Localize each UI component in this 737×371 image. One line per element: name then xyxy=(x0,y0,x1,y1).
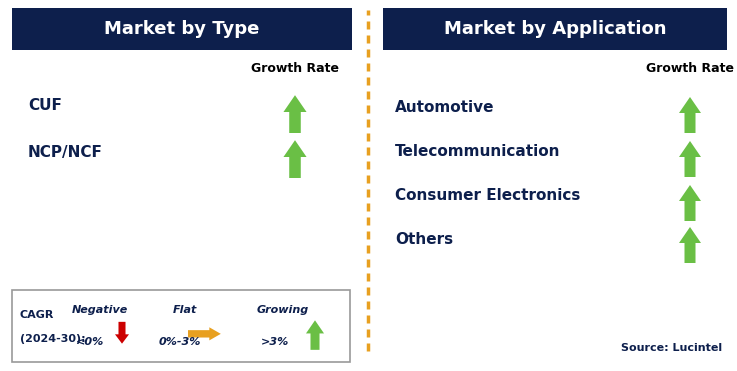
Text: <0%: <0% xyxy=(76,337,104,347)
Text: Market by Application: Market by Application xyxy=(444,20,666,38)
Polygon shape xyxy=(188,327,221,341)
Text: Growing: Growing xyxy=(257,305,309,315)
Polygon shape xyxy=(679,97,701,133)
Text: NCP/NCF: NCP/NCF xyxy=(28,144,103,160)
FancyBboxPatch shape xyxy=(383,8,727,50)
Text: Flat: Flat xyxy=(172,305,198,315)
Text: CAGR: CAGR xyxy=(20,310,55,320)
FancyBboxPatch shape xyxy=(12,8,352,50)
Text: CUF: CUF xyxy=(28,98,62,112)
Polygon shape xyxy=(306,320,324,350)
Polygon shape xyxy=(284,95,307,133)
Text: (2024-30):: (2024-30): xyxy=(20,334,85,344)
Text: 0%-3%: 0%-3% xyxy=(158,337,201,347)
Text: Others: Others xyxy=(395,233,453,247)
Text: Growth Rate: Growth Rate xyxy=(251,62,339,75)
Polygon shape xyxy=(679,141,701,177)
Text: Market by Type: Market by Type xyxy=(105,20,259,38)
Polygon shape xyxy=(679,227,701,263)
Text: Telecommunication: Telecommunication xyxy=(395,144,561,160)
Text: Negative: Negative xyxy=(72,305,128,315)
Text: Automotive: Automotive xyxy=(395,101,495,115)
Text: Source: Lucintel: Source: Lucintel xyxy=(621,343,722,353)
FancyBboxPatch shape xyxy=(12,290,350,362)
Text: >3%: >3% xyxy=(261,337,289,347)
Text: Growth Rate: Growth Rate xyxy=(646,62,734,75)
Polygon shape xyxy=(679,185,701,221)
Text: Consumer Electronics: Consumer Electronics xyxy=(395,188,580,204)
Polygon shape xyxy=(284,140,307,178)
Polygon shape xyxy=(115,322,129,344)
